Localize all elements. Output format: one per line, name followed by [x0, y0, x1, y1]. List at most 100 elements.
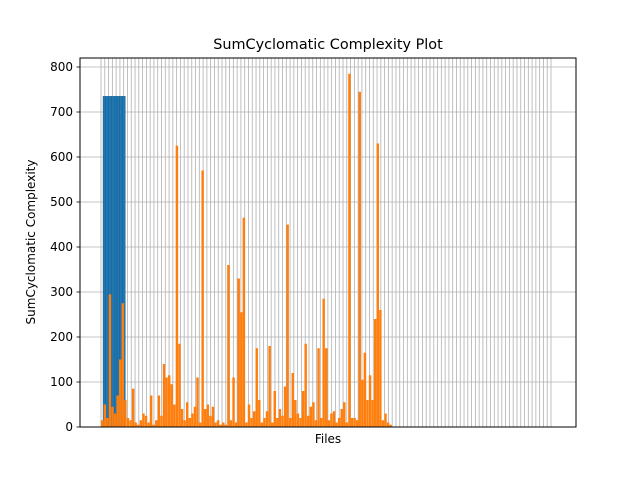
bar-series-2: [319, 418, 323, 427]
bar-series-2: [381, 420, 385, 427]
bar-series-2: [245, 422, 248, 427]
bars: [101, 73, 392, 428]
bar-series-2: [170, 384, 173, 427]
bar-series-2: [343, 402, 346, 427]
bar-series-2: [165, 377, 168, 427]
bar-series-2: [198, 422, 202, 427]
bar-series-2: [178, 343, 181, 427]
bar-series-2: [147, 422, 150, 427]
bar-series-1: [114, 96, 118, 428]
bar-series-2: [142, 413, 145, 427]
bar-series-2: [113, 413, 117, 427]
bar-series-2: [386, 422, 390, 427]
bar-series-1: [102, 96, 106, 428]
bar-series-2: [111, 406, 114, 427]
bar-series-2: [299, 418, 302, 427]
bar-series-2: [119, 359, 122, 427]
bar-series-2: [234, 422, 238, 427]
bar-series-2: [224, 424, 228, 427]
bar-series-2: [106, 418, 109, 427]
bar-series-2: [173, 404, 176, 427]
bar-series-2: [296, 413, 300, 427]
y-axis: 0 100 200 300 400 500 600 700 800: [50, 60, 80, 434]
bar-series-2: [340, 409, 343, 427]
bar-series-2: [265, 411, 269, 427]
bar-series-2: [348, 73, 351, 427]
bar-series-2: [214, 422, 217, 427]
bar-series-2: [332, 411, 336, 427]
x-axis-label: Files: [315, 432, 341, 446]
y-tick-label: 700: [50, 105, 73, 119]
bar-series-2: [188, 418, 192, 427]
bar-series-2: [129, 420, 132, 427]
bar-series-2: [376, 143, 379, 427]
bar-series-2: [322, 298, 325, 427]
bar-series-2: [345, 422, 349, 427]
chart-title: SumCyclomatic Complexity Plot: [213, 37, 443, 53]
bar-series-2: [358, 91, 361, 427]
bar-series-2: [353, 418, 356, 427]
bar-series-2: [312, 402, 315, 427]
bar-series-2: [183, 420, 186, 427]
bar-series-2: [139, 420, 143, 427]
bar-series-2: [240, 312, 243, 427]
bar-series-2: [180, 409, 184, 427]
bar-series-2: [137, 424, 140, 427]
y-tick-label: 500: [50, 195, 73, 209]
bar-series-2: [263, 418, 266, 427]
bar-series-2: [317, 348, 320, 427]
bar-series-2: [247, 404, 251, 427]
bar-series-2: [294, 400, 297, 427]
y-tick-label: 600: [50, 150, 73, 164]
bar-series-2: [196, 377, 199, 427]
bar-series-2: [211, 406, 215, 427]
bar-series-2: [260, 422, 264, 427]
bar-series-2: [167, 375, 171, 427]
y-tick-label: 100: [50, 375, 73, 389]
bar-series-2: [304, 343, 307, 427]
bar-series-2: [371, 400, 374, 427]
bar-series-2: [131, 388, 135, 427]
bar-series-2: [124, 400, 127, 427]
bar-series-2: [361, 379, 364, 427]
bar-series-2: [301, 391, 305, 427]
bar-series-2: [134, 422, 137, 427]
bar-series-2: [368, 375, 372, 427]
bar-series-2: [309, 406, 313, 427]
bar-series-2: [191, 413, 194, 427]
bar-series-2: [216, 420, 220, 427]
bar-series-2: [229, 420, 233, 427]
bar-series-2: [327, 420, 331, 427]
bar-series-2: [281, 415, 284, 427]
bar-series-2: [307, 415, 310, 427]
bar-series-2: [149, 395, 153, 427]
bar-series-2: [193, 406, 197, 427]
bar-series-2: [366, 400, 369, 427]
y-tick-label: 200: [50, 330, 73, 344]
plot-frame: [79, 57, 577, 428]
bar-series-2: [379, 310, 382, 427]
bar-series-2: [152, 424, 155, 427]
bar-series-2: [242, 217, 246, 427]
bar-series-2: [252, 411, 256, 427]
bar-series-2: [384, 413, 387, 427]
bar-series-2: [209, 415, 212, 427]
bar-series-1: [111, 96, 115, 428]
grid-lines: [80, 58, 576, 428]
bar-series-2: [335, 422, 338, 427]
bar-series-2: [273, 391, 276, 427]
bar-series-2: [373, 319, 377, 427]
bar-series-2: [270, 422, 274, 427]
bar-series-2: [108, 294, 112, 427]
y-axis-label: SumCyclomatic Complexity: [24, 160, 38, 325]
bar-series-2: [325, 348, 328, 427]
bar-series-2: [160, 415, 163, 427]
bar-series-1: [105, 96, 109, 428]
bar-series-2: [232, 377, 235, 427]
bar-series-2: [237, 278, 240, 427]
bar-series-2: [144, 415, 148, 427]
bar-series-2: [255, 348, 258, 427]
bar-series-2: [250, 418, 253, 427]
bar-series-2: [355, 420, 359, 427]
bar-series-2: [101, 420, 104, 427]
